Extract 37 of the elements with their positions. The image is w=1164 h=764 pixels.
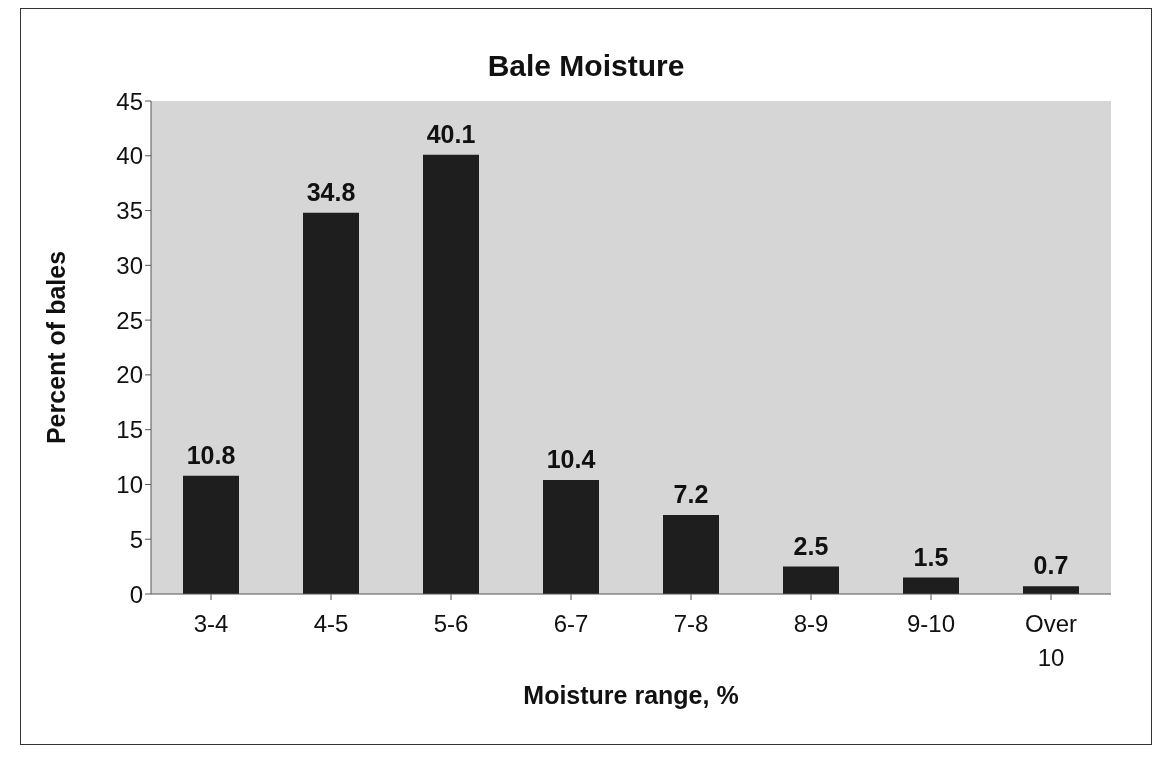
x-tick-label: 3-4 xyxy=(193,610,229,637)
x-tick-label: 9-10 xyxy=(906,610,956,637)
y-tick-label: 35 xyxy=(116,197,143,225)
data-label: 10.4 xyxy=(546,445,596,474)
y-tick-label: 15 xyxy=(116,416,143,444)
x-axis-title: Moisture range, % xyxy=(523,681,739,709)
bar xyxy=(783,566,839,594)
bar xyxy=(303,212,359,594)
y-tick-label: 45 xyxy=(116,87,143,115)
data-label: 10.8 xyxy=(186,440,236,469)
y-tick-label: 30 xyxy=(116,251,143,279)
x-tick-label: 4-5 xyxy=(313,610,349,637)
y-tick-label: 10 xyxy=(116,470,143,498)
x-tick-label: 6-7 xyxy=(553,610,589,637)
bar xyxy=(183,475,239,594)
data-label: 40.1 xyxy=(426,119,476,148)
y-tick-label: 40 xyxy=(116,142,143,170)
x-tick-label: 5-6 xyxy=(433,610,469,637)
y-axis-title: Percent of bales xyxy=(41,250,70,445)
x-tick-label: 8-9 xyxy=(793,610,829,637)
bar xyxy=(543,480,599,594)
y-tick-label: 20 xyxy=(116,361,143,389)
bar xyxy=(663,515,719,594)
y-tick-label: 0 xyxy=(129,580,143,608)
bar xyxy=(1023,586,1079,594)
y-tick-label: 25 xyxy=(116,306,143,334)
chart-title: Bale Moisture xyxy=(486,49,686,83)
data-label: 2.5 xyxy=(793,531,829,560)
data-label: 1.5 xyxy=(913,542,949,571)
bar xyxy=(903,577,959,594)
x-tick-label: Over 10 xyxy=(1024,610,1078,671)
data-label: 7.2 xyxy=(673,480,709,509)
x-tick-label: 7-8 xyxy=(673,610,709,637)
bar xyxy=(423,154,479,594)
y-tick-label: 5 xyxy=(129,525,143,553)
data-label: 0.7 xyxy=(1033,551,1069,580)
data-label: 34.8 xyxy=(306,177,356,206)
